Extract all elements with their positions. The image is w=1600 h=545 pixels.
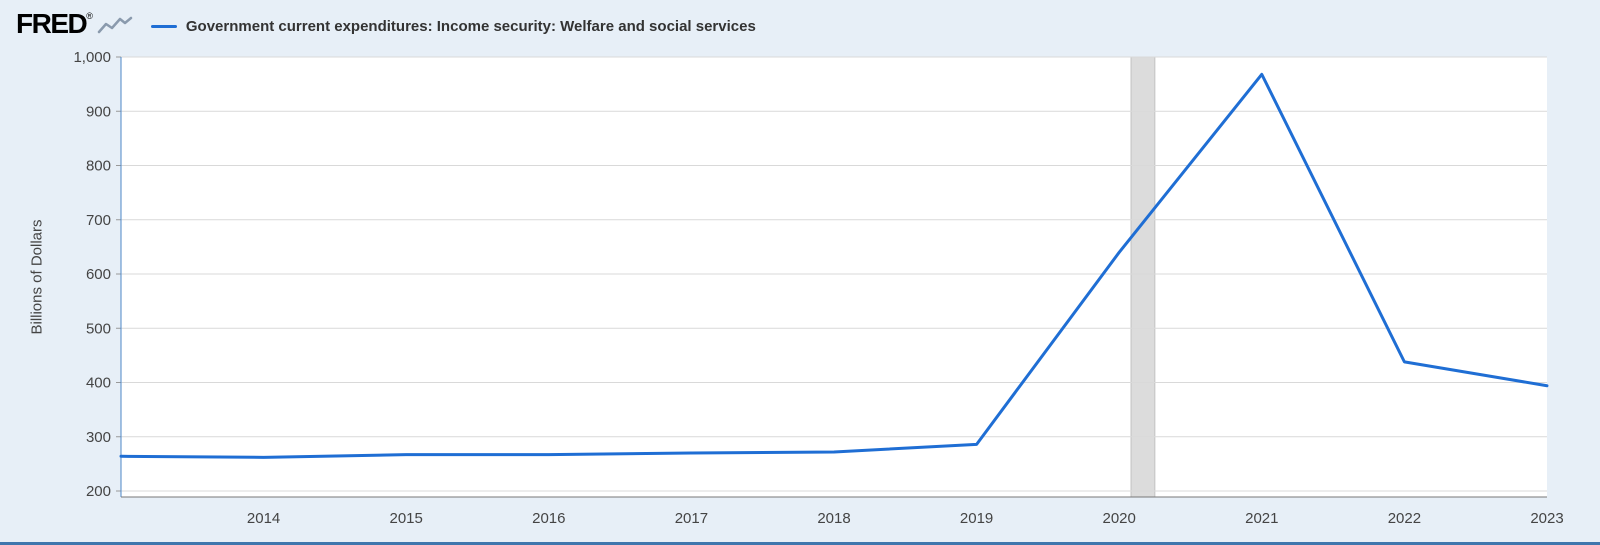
y-tick-label: 600: [86, 266, 111, 283]
y-tick-label: 700: [86, 212, 111, 229]
x-tick-label: 2023: [1530, 510, 1563, 527]
legend-line-swatch: [150, 24, 177, 28]
x-tick-label: 2017: [675, 510, 708, 527]
recession-band: [1131, 57, 1155, 497]
x-tick-label: 2020: [1103, 510, 1136, 527]
y-tick-label: 200: [86, 483, 111, 500]
x-tick-label: 2015: [390, 510, 423, 527]
x-tick-label: 2021: [1245, 510, 1278, 527]
x-tick-label: 2019: [960, 510, 993, 527]
fred-logo-graph-icon: [97, 16, 133, 34]
x-tick-label: 2016: [532, 510, 565, 527]
x-tick-label: 2018: [817, 510, 850, 527]
x-tick-label: 2022: [1388, 510, 1421, 527]
y-tick-label: 300: [86, 429, 111, 446]
legend: Government current expenditures: Income …: [150, 17, 756, 35]
series-title: Government current expenditures: Income …: [185, 17, 756, 35]
series-line[interactable]: [119, 72, 1549, 459]
y-tick-label: 800: [86, 158, 111, 175]
fred-logo[interactable]: FRED ®: [16, 10, 133, 38]
y-tick-label: 500: [86, 320, 111, 337]
header: FRED ® Government current expenditures: …: [16, 10, 756, 38]
plot-area[interactable]: [121, 57, 1547, 497]
registered-mark: ®: [86, 11, 93, 21]
y-tick-label: 900: [86, 103, 111, 120]
y-tick-label: 400: [86, 375, 111, 392]
y-axis-title: Billions of Dollars: [28, 219, 46, 335]
y-tick-label: 1,000: [73, 49, 111, 66]
bottom-border: [0, 542, 1600, 545]
fred-logo-text: FRED: [16, 8, 88, 39]
x-tick-label: 2014: [247, 510, 280, 527]
